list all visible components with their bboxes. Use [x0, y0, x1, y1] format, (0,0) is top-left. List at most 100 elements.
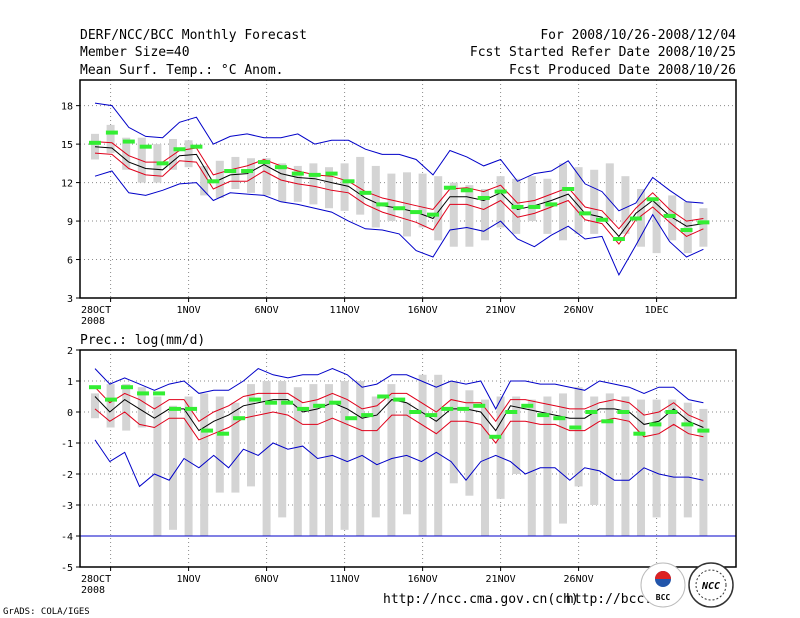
x-tick-label: 1NOV: [177, 574, 201, 585]
obs-marker: [612, 237, 625, 242]
obs-marker: [105, 130, 118, 135]
ncc-logo: NCC: [688, 562, 734, 608]
obs-marker: [313, 403, 326, 408]
obs-marker: [585, 410, 598, 414]
obs-marker: [427, 212, 439, 217]
box-bar: [106, 124, 115, 154]
obs-marker: [443, 185, 456, 190]
obs-marker: [489, 434, 502, 439]
header-right-1: For 2008/10/26-2008/12/04: [540, 28, 736, 43]
x-tick-label: 6NOV: [255, 305, 279, 316]
obs-marker: [562, 187, 575, 191]
obs-marker: [224, 169, 237, 174]
obs-marker: [473, 403, 486, 408]
obs-marker: [425, 413, 438, 418]
box-bar: [184, 396, 193, 536]
obs-marker: [281, 400, 294, 405]
box-bar: [527, 399, 536, 536]
box-bar: [559, 393, 567, 524]
box-bar: [200, 165, 209, 196]
obs-marker: [477, 195, 490, 200]
obs-marker: [361, 413, 374, 418]
envelope-low-line: [94, 170, 704, 277]
x-tick-label: 21NOV: [486, 574, 516, 585]
obs-marker: [629, 216, 642, 221]
obs-marker: [601, 419, 614, 424]
box-bar: [465, 185, 474, 247]
x-tick-label: 26NOV: [564, 574, 594, 585]
box-bar: [434, 176, 443, 241]
box-bar: [574, 387, 583, 487]
box-bar: [559, 163, 567, 241]
obs-marker: [528, 204, 541, 209]
obs-marker: [569, 425, 582, 430]
box-bar: [481, 189, 489, 241]
obs-marker: [665, 410, 678, 414]
box-bar: [262, 381, 271, 536]
box-bar: [91, 393, 99, 419]
y-tick-label: 6: [67, 256, 73, 267]
box-bar: [200, 393, 209, 536]
obs-marker: [579, 211, 592, 216]
obs-marker: [494, 189, 507, 194]
obs-marker: [680, 228, 693, 233]
obs-marker: [153, 391, 166, 396]
box-bar: [527, 176, 536, 222]
box-bar: [169, 405, 177, 530]
x-tick-label: 28OCT: [81, 574, 111, 585]
y-tick-label: 0: [67, 408, 73, 419]
header-right-3: Fcst Produced Date 2008/10/26: [509, 63, 736, 78]
box-bar: [340, 381, 349, 530]
obs-marker: [297, 406, 310, 411]
box-bar: [247, 158, 255, 193]
y-tick-label: -3: [61, 501, 73, 512]
obs-marker: [410, 210, 423, 215]
precip-panel: -5 -4 -3 -2 -1 0 1 2 28OCT 1NOV 6NOV 11NOV 16NOV 21NO…: [61, 346, 737, 596]
box-bar: [590, 396, 599, 505]
box-bar: [106, 384, 115, 428]
x-tick-label: 26NOV: [564, 305, 594, 316]
obs-marker: [139, 144, 152, 149]
box-bar: [449, 381, 458, 484]
obs-marker: [169, 406, 182, 411]
x-tick-label: 16NOV: [408, 305, 438, 316]
header-left-3: Mean Surf. Temp.: °C Anom.: [80, 63, 284, 78]
box-bar: [122, 384, 131, 431]
box-bar: [325, 384, 333, 536]
url-bcc-link[interactable]: http://bcc.c: [566, 592, 660, 607]
box-bar: [309, 163, 318, 205]
box-bar: [637, 399, 645, 536]
y-tick-label: 3: [67, 294, 73, 305]
box-bar: [371, 165, 380, 228]
url-ncc-link[interactable]: http://ncc.cma.gov.cn(ch): [383, 592, 579, 607]
y-tick-label: 12: [61, 179, 73, 190]
obs-marker: [537, 413, 550, 418]
y-tick-label: -5: [61, 563, 73, 574]
obs-marker: [663, 213, 676, 218]
box-bar: [403, 172, 411, 237]
obs-marker: [460, 188, 473, 193]
box-bar: [387, 173, 396, 222]
box-bar: [605, 393, 614, 536]
box-bar: [699, 408, 708, 536]
obs-marker: [207, 179, 220, 184]
obs-marker: [617, 410, 630, 414]
box-bar: [418, 374, 427, 536]
obs-marker: [457, 406, 470, 411]
obs-marker: [553, 416, 566, 421]
box-bar: [356, 156, 365, 215]
obs-marker: [646, 197, 659, 202]
obs-marker: [156, 161, 169, 166]
header: DERF/NCC/BCC Monthly Forecast Member Siz…: [80, 28, 736, 78]
box-bar: [403, 402, 411, 515]
envelope-high-line: [94, 102, 704, 212]
box-bar: [605, 163, 614, 222]
box-bar: [699, 208, 708, 247]
obs-marker: [342, 179, 355, 184]
box-bar: [215, 396, 224, 493]
x-year-label: 2008: [81, 585, 105, 596]
box-bar: [247, 384, 255, 487]
obs-marker: [521, 403, 534, 408]
box-bar: [621, 176, 630, 234]
obs-marker: [291, 171, 304, 176]
